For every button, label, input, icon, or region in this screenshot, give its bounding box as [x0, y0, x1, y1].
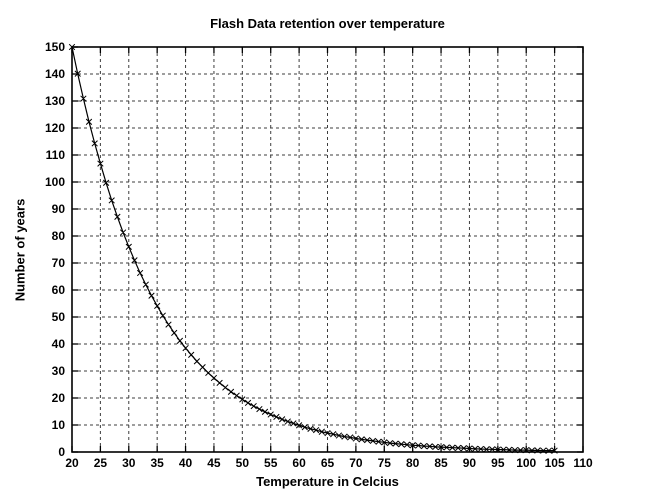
y-tick-label: 80 — [52, 229, 66, 243]
y-tick-label: 40 — [52, 337, 66, 351]
y-tick-label: 20 — [52, 391, 66, 405]
y-tick-label: 90 — [52, 202, 66, 216]
x-tick-label: 75 — [378, 456, 392, 470]
x-tick-label: 105 — [545, 456, 565, 470]
y-tick-label: 150 — [45, 40, 65, 54]
x-tick-label: 80 — [406, 456, 420, 470]
x-tick-label: 100 — [516, 456, 536, 470]
x-tick-label: 70 — [349, 456, 363, 470]
x-tick-label: 55 — [264, 456, 278, 470]
data-line — [71, 46, 555, 452]
y-tick-label: 140 — [45, 67, 65, 81]
x-tick-label: 45 — [207, 456, 221, 470]
x-axis-label: Temperature in Celcius — [256, 474, 399, 489]
data-markers — [68, 43, 558, 454]
x-tick-label: 30 — [122, 456, 136, 470]
x-tick-label: 95 — [491, 456, 505, 470]
y-tick-label: 130 — [45, 94, 65, 108]
y-tick-label: 30 — [52, 364, 66, 378]
chart-title: Flash Data retention over temperature — [210, 16, 445, 31]
x-tick-label: 40 — [179, 456, 193, 470]
x-tick-label: 25 — [94, 456, 108, 470]
x-tick-label: 35 — [150, 456, 164, 470]
x-tick-label: 60 — [292, 456, 306, 470]
x-tick-label: 85 — [434, 456, 448, 470]
y-tick-label: 0 — [58, 445, 65, 459]
x-tick-label: 110 — [573, 456, 593, 470]
y-tick-label: 100 — [45, 175, 65, 189]
y-tick-label: 70 — [52, 256, 66, 270]
y-tick-label: 120 — [45, 121, 65, 135]
x-tick-label: 50 — [236, 456, 250, 470]
x-tick-label: 65 — [321, 456, 335, 470]
y-tick-label: 110 — [46, 148, 66, 162]
y-tick-label: 60 — [52, 283, 66, 297]
y-tick-label: 50 — [52, 310, 66, 324]
x-tick-label: 90 — [463, 456, 477, 470]
y-tick-label: 10 — [52, 418, 66, 432]
x-tick-label: 20 — [65, 456, 79, 470]
